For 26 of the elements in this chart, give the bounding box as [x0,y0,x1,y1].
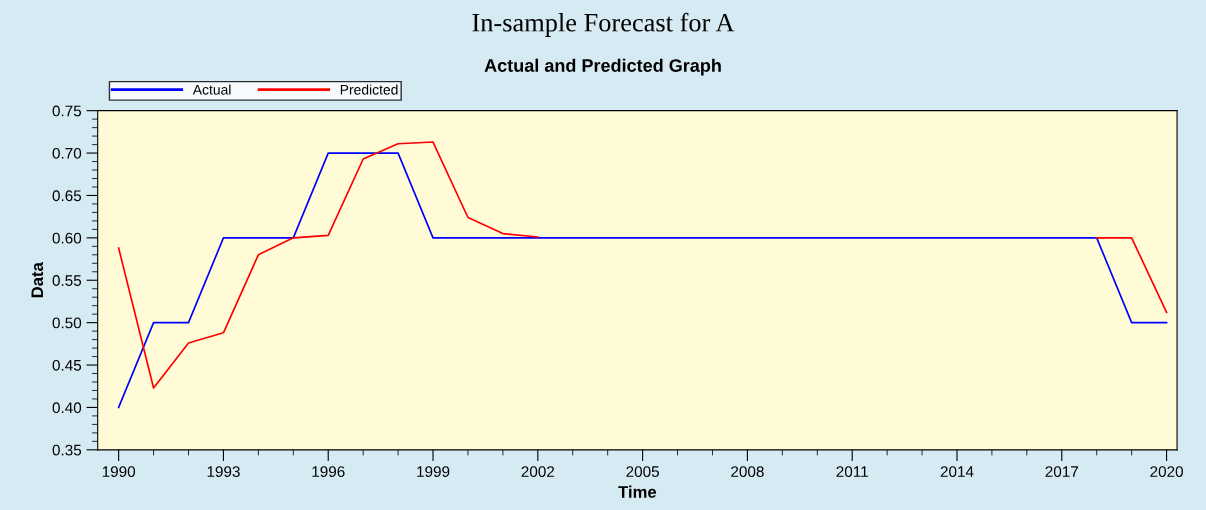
x-tick-label: 1999 [417,466,450,478]
x-tick-label: 2017 [1045,466,1079,478]
x-tick-label: 2014 [940,466,974,478]
y-tick-label: 0.50 [52,317,82,329]
x-tick-label: 1996 [312,466,345,478]
chart-subtitle: Actual and Predicted Graph [484,58,721,76]
x-tick-label: 2008 [731,466,764,478]
x-tick-label: 1993 [207,466,240,478]
x-tick-label: 1990 [102,466,136,478]
legend-label: Predicted [340,84,398,95]
x-tick-label: 2005 [626,466,659,478]
y-tick-label: 0.35 [52,444,82,456]
x-axis-title: Time [618,485,657,498]
chart-title: In-sample Forecast for A [472,12,735,37]
y-tick-label: 0.55 [52,275,82,286]
y-tick-label: 0.75 [52,105,82,117]
y-tick-label: 0.45 [52,359,82,371]
y-tick-label: 0.65 [52,190,82,202]
x-tick-label: 2002 [521,466,555,478]
x-tick-label: 2011 [836,466,868,478]
y-tick-label: 0.70 [52,147,82,159]
y-axis-title: Data [31,262,44,298]
y-tick-label: 0.40 [52,402,82,414]
y-tick-label: 0.60 [52,232,82,244]
x-tick-label: 2020 [1150,466,1183,478]
legend-label: Actual [192,84,231,95]
